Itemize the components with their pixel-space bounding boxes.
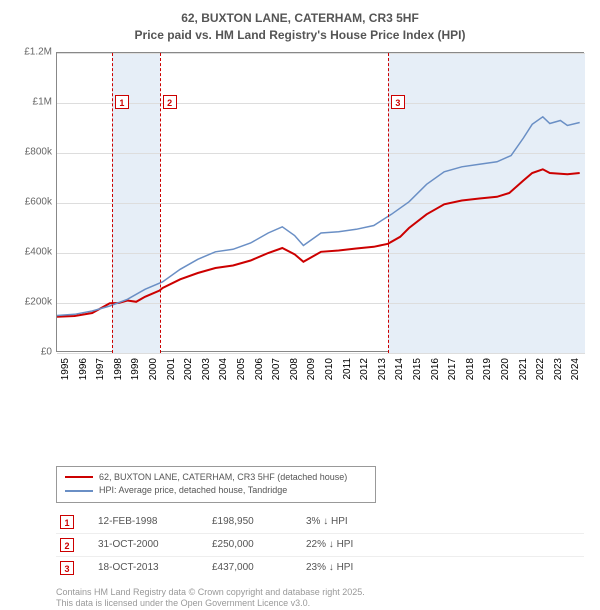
event-marker-line [160, 53, 161, 353]
x-axis-label: 2022 [535, 358, 546, 380]
event-row: 3 18-OCT-2013 £437,000 23% ↓ HPI [56, 557, 584, 579]
legend-label: 62, BUXTON LANE, CATERHAM, CR3 5HF (deta… [99, 471, 347, 485]
x-axis-label: 2017 [447, 358, 458, 380]
x-axis-label: 2018 [465, 358, 476, 380]
event-index-box: 1 [60, 515, 74, 529]
x-axis-label: 2005 [236, 358, 247, 380]
x-axis-label: 1998 [113, 358, 124, 380]
x-axis-label: 2011 [342, 358, 353, 380]
x-axis-label: 2001 [166, 358, 177, 380]
x-axis-label: 2023 [553, 358, 564, 380]
event-marker-box: 2 [163, 95, 177, 109]
legend-item: 62, BUXTON LANE, CATERHAM, CR3 5HF (deta… [65, 471, 367, 485]
x-axis-label: 2003 [201, 358, 212, 380]
event-pct: 23% ↓ HPI [306, 562, 396, 573]
x-axis-label: 2009 [306, 358, 317, 380]
chart-area: 123 £0£200k£400k£600k£800k£1M£1.2M199519… [16, 52, 584, 412]
event-marker-line [112, 53, 113, 353]
x-axis-label: 2024 [570, 358, 581, 380]
y-axis-label: £400k [16, 246, 52, 257]
event-date: 12-FEB-1998 [98, 516, 188, 527]
y-axis-label: £200k [16, 296, 52, 307]
event-index-box: 2 [60, 538, 74, 552]
x-axis-label: 2016 [430, 358, 441, 380]
y-axis-label: £1.2M [16, 46, 52, 57]
event-pct: 3% ↓ HPI [306, 516, 396, 527]
y-axis-label: £1M [16, 96, 52, 107]
title-line2: Price paid vs. HM Land Registry's House … [16, 27, 584, 44]
x-axis-label: 2015 [412, 358, 423, 380]
x-axis-label: 2000 [148, 358, 159, 380]
title-line1: 62, BUXTON LANE, CATERHAM, CR3 5HF [16, 10, 584, 27]
events-table: 1 12-FEB-1998 £198,950 3% ↓ HPI 2 31-OCT-2000… [56, 511, 584, 579]
x-axis-label: 1996 [78, 358, 89, 380]
series-hpi [57, 116, 580, 315]
x-axis-label: 2007 [271, 358, 282, 380]
x-axis-label: 2019 [482, 358, 493, 380]
event-row: 1 12-FEB-1998 £198,950 3% ↓ HPI [56, 511, 584, 534]
plot-region: 1 2 3 [56, 52, 584, 352]
footer-attribution: Contains HM Land Registry data © Crown c… [56, 587, 584, 610]
x-axis-label: 2004 [218, 358, 229, 380]
x-axis-label: 1999 [130, 358, 141, 380]
footer-line1: Contains HM Land Registry data © Crown c… [56, 587, 584, 599]
x-axis-label: 1995 [60, 358, 71, 380]
event-pct: 22% ↓ HPI [306, 539, 396, 550]
event-marker-line [388, 53, 389, 353]
y-gridline [57, 353, 585, 354]
event-price: £198,950 [212, 516, 282, 527]
legend-box: 62, BUXTON LANE, CATERHAM, CR3 5HF (deta… [56, 466, 376, 503]
x-axis-label: 2012 [359, 358, 370, 380]
event-date: 31-OCT-2000 [98, 539, 188, 550]
event-price: £250,000 [212, 539, 282, 550]
footer-line2: This data is licensed under the Open Gov… [56, 598, 584, 610]
event-index-box: 3 [60, 561, 74, 575]
event-marker-box: 3 [391, 95, 405, 109]
line-series-svg [57, 53, 585, 353]
legend-swatch [65, 490, 93, 492]
event-row: 2 31-OCT-2000 £250,000 22% ↓ HPI [56, 534, 584, 557]
y-axis-label: £0 [16, 346, 52, 357]
event-date: 18-OCT-2013 [98, 562, 188, 573]
x-axis-label: 2002 [183, 358, 194, 380]
x-axis-label: 2013 [377, 358, 388, 380]
x-axis-label: 2020 [500, 358, 511, 380]
y-axis-label: £600k [16, 196, 52, 207]
y-axis-label: £800k [16, 146, 52, 157]
x-axis-label: 2006 [254, 358, 265, 380]
x-axis-label: 2014 [394, 358, 405, 380]
legend-item: HPI: Average price, detached house, Tand… [65, 484, 367, 498]
x-axis-label: 1997 [95, 358, 106, 380]
event-marker-box: 1 [115, 95, 129, 109]
x-axis-label: 2008 [289, 358, 300, 380]
legend-label: HPI: Average price, detached house, Tand… [99, 484, 287, 498]
event-price: £437,000 [212, 562, 282, 573]
chart-title-block: 62, BUXTON LANE, CATERHAM, CR3 5HF Price… [16, 10, 584, 44]
x-axis-label: 2010 [324, 358, 335, 380]
legend-swatch [65, 476, 93, 478]
x-axis-label: 2021 [518, 358, 529, 380]
